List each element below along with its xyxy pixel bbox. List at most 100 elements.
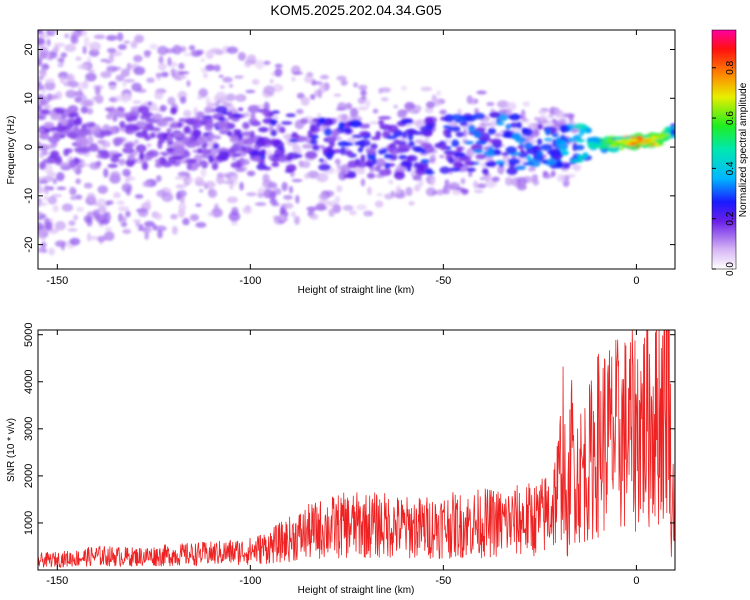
heatmap-cell xyxy=(39,68,47,78)
heatmap-cell xyxy=(183,125,191,134)
heatmap-cell xyxy=(555,160,564,168)
heatmap-cell xyxy=(122,229,132,235)
heatmap-cell xyxy=(73,125,80,132)
x-tick-label: 0 xyxy=(633,275,639,287)
heatmap-cell xyxy=(47,135,60,143)
heatmap-cell xyxy=(157,138,166,144)
heatmap-cell xyxy=(38,216,44,221)
heatmap-cell xyxy=(582,152,588,158)
colorbar-gradient xyxy=(711,29,737,270)
heatmap-cell xyxy=(86,192,96,203)
heatmap-cell xyxy=(93,34,106,40)
heatmap-cell xyxy=(395,185,402,195)
heatmap-cell xyxy=(123,143,134,148)
colorbar-tick-label: 0.6 xyxy=(725,111,736,125)
heatmap-cell xyxy=(131,82,142,92)
heatmap-cell xyxy=(250,112,256,121)
heatmap-cell xyxy=(260,149,267,155)
heatmap-cell xyxy=(229,135,239,143)
heatmap-cell xyxy=(657,140,664,146)
heatmap-cell xyxy=(246,170,256,177)
heatmap-cell xyxy=(125,210,131,218)
heatmap-cell xyxy=(436,90,442,97)
heatmap-cell xyxy=(474,108,480,115)
heatmap-cell xyxy=(431,94,437,102)
heatmap-cell xyxy=(458,155,472,162)
heatmap-cell xyxy=(38,99,42,105)
heatmap-cell xyxy=(336,75,347,81)
heatmap-cell xyxy=(212,143,220,150)
heatmap-cell xyxy=(45,221,53,231)
heatmap-cell xyxy=(196,111,205,119)
heatmap-cell xyxy=(47,94,58,100)
heatmap-cell xyxy=(232,113,241,119)
heatmap-cell xyxy=(199,148,212,155)
heatmap-cell xyxy=(189,213,200,222)
heatmap-cell xyxy=(120,68,130,78)
heatmap-cell xyxy=(68,220,76,226)
heatmap-cell xyxy=(123,40,130,44)
heatmap-cell xyxy=(460,177,466,185)
heatmap-cell xyxy=(206,102,215,109)
heatmap-cell xyxy=(186,162,192,171)
heatmap-cell xyxy=(75,178,81,185)
heatmap-cell xyxy=(44,81,56,91)
heatmap-cell xyxy=(42,158,56,164)
heatmap-cell xyxy=(141,112,154,117)
heatmap-cell xyxy=(337,102,347,110)
heatmap-cell xyxy=(122,168,131,177)
heatmap-cell xyxy=(554,110,565,118)
heatmap-cell xyxy=(205,64,215,72)
heatmap-cell xyxy=(69,186,75,194)
heatmap-cell xyxy=(54,220,66,231)
heatmap-cell xyxy=(64,33,70,39)
heatmap-cell xyxy=(86,232,92,242)
heatmap-cell xyxy=(92,95,99,101)
spectrogram-x-axis-label: Height of straight line (km) xyxy=(298,285,415,296)
heatmap-cell xyxy=(278,154,287,163)
heatmap-cell xyxy=(238,107,244,112)
heatmap-cell xyxy=(222,180,235,184)
heatmap-cell xyxy=(83,182,93,189)
heatmap-cell xyxy=(45,78,55,84)
heatmap-cell xyxy=(331,129,340,137)
heatmap-cell xyxy=(73,118,83,126)
heatmap-cell xyxy=(366,155,376,160)
heatmap-cell xyxy=(239,181,244,191)
heatmap-cell xyxy=(53,42,66,48)
heatmap-cell xyxy=(155,175,162,183)
heatmap-cell xyxy=(380,87,392,93)
heatmap-cell xyxy=(193,140,201,147)
heatmap-cell xyxy=(295,153,303,158)
heatmap-cell xyxy=(171,155,185,160)
heatmap-cell xyxy=(511,132,522,141)
heatmap-cell xyxy=(342,204,354,211)
heatmap-cell xyxy=(291,76,296,82)
heatmap-cell xyxy=(269,78,274,84)
heatmap-cell xyxy=(456,146,464,152)
heatmap-cell xyxy=(125,123,138,131)
heatmap-cell xyxy=(76,89,83,99)
heatmap-cell xyxy=(574,144,585,151)
heatmap-cell xyxy=(83,215,93,223)
heatmap-cell xyxy=(360,96,367,100)
heatmap-cell xyxy=(281,121,293,125)
heatmap-cell xyxy=(84,36,90,47)
heatmap-cell xyxy=(325,152,334,160)
heatmap-cell xyxy=(360,178,366,187)
heatmap-cell xyxy=(489,111,501,119)
heatmap-cell xyxy=(122,216,127,222)
heatmap-cell xyxy=(75,56,82,61)
heatmap-cell xyxy=(295,194,300,204)
heatmap-cell xyxy=(620,138,630,142)
heatmap-cell xyxy=(61,203,74,212)
heatmap-cell xyxy=(407,102,414,109)
heatmap-cell xyxy=(135,144,147,153)
heatmap-cell xyxy=(127,154,135,161)
heatmap-cell xyxy=(107,163,118,169)
heatmap-cell xyxy=(559,146,568,151)
heatmap-cell xyxy=(344,150,354,156)
heatmap-cell xyxy=(319,74,330,80)
heatmap-cell xyxy=(142,180,151,188)
heatmap-cell xyxy=(166,128,172,133)
